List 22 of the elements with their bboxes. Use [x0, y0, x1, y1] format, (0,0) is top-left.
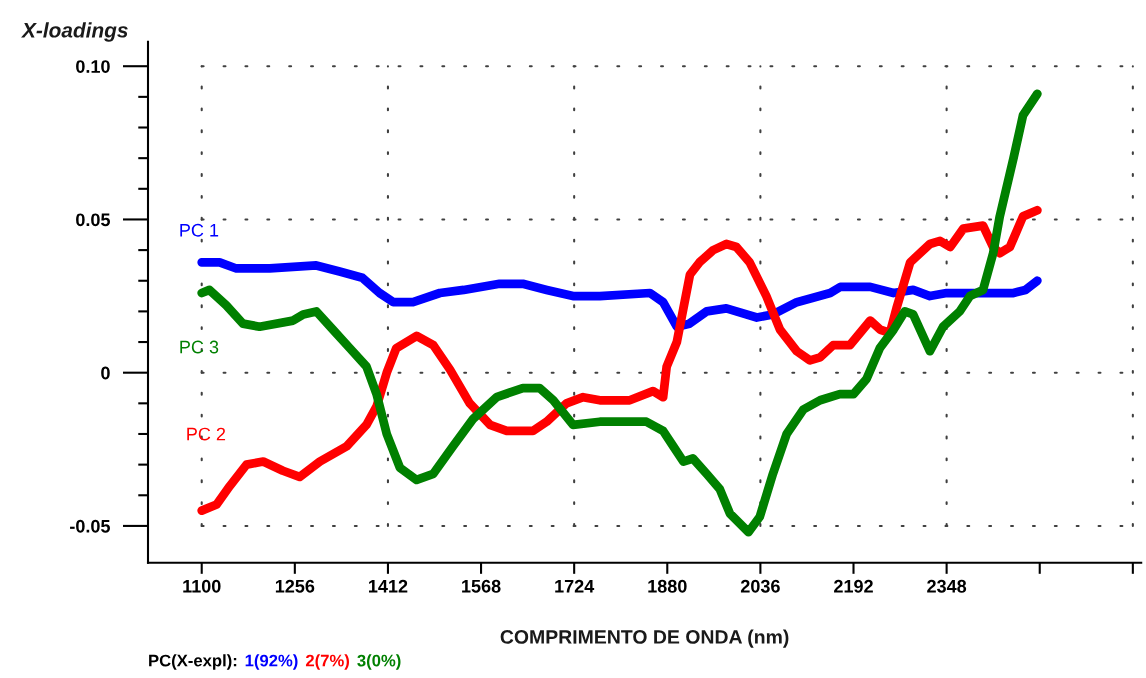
x-tick-label: 1568 — [462, 579, 501, 593]
x-tick-label: 1724 — [555, 579, 595, 593]
x-tick-label: 1100 — [183, 579, 221, 593]
y-tick-label: -0.05 — [70, 519, 110, 533]
y-tick-label: 0.05 — [76, 213, 110, 227]
series-label: PC 1 — [180, 223, 219, 237]
text: 1(92%) — [245, 654, 298, 670]
text: PC(X-expl): — [149, 654, 237, 670]
text: 3(0%) — [357, 654, 401, 670]
y-tick-label: 0 — [101, 366, 110, 380]
x-axis-title: COMPRIMENTO DE ONDA (nm) — [500, 629, 789, 648]
x-tick-label: 1256 — [275, 579, 315, 593]
y-tick-label: 0.10 — [76, 60, 110, 73]
series-label: PC 3 — [180, 340, 219, 354]
x-tick-label: 2348 — [927, 579, 967, 593]
x-tick-label: 2036 — [740, 579, 780, 593]
y-axis-title: X-loadings — [21, 22, 128, 42]
x-tick-label: 2192 — [834, 579, 873, 593]
text: 2(7%) — [305, 654, 349, 670]
x-tick-label: 1412 — [369, 579, 408, 593]
series-label: PC 2 — [187, 427, 226, 441]
x-tick-label: 1880 — [648, 579, 687, 593]
